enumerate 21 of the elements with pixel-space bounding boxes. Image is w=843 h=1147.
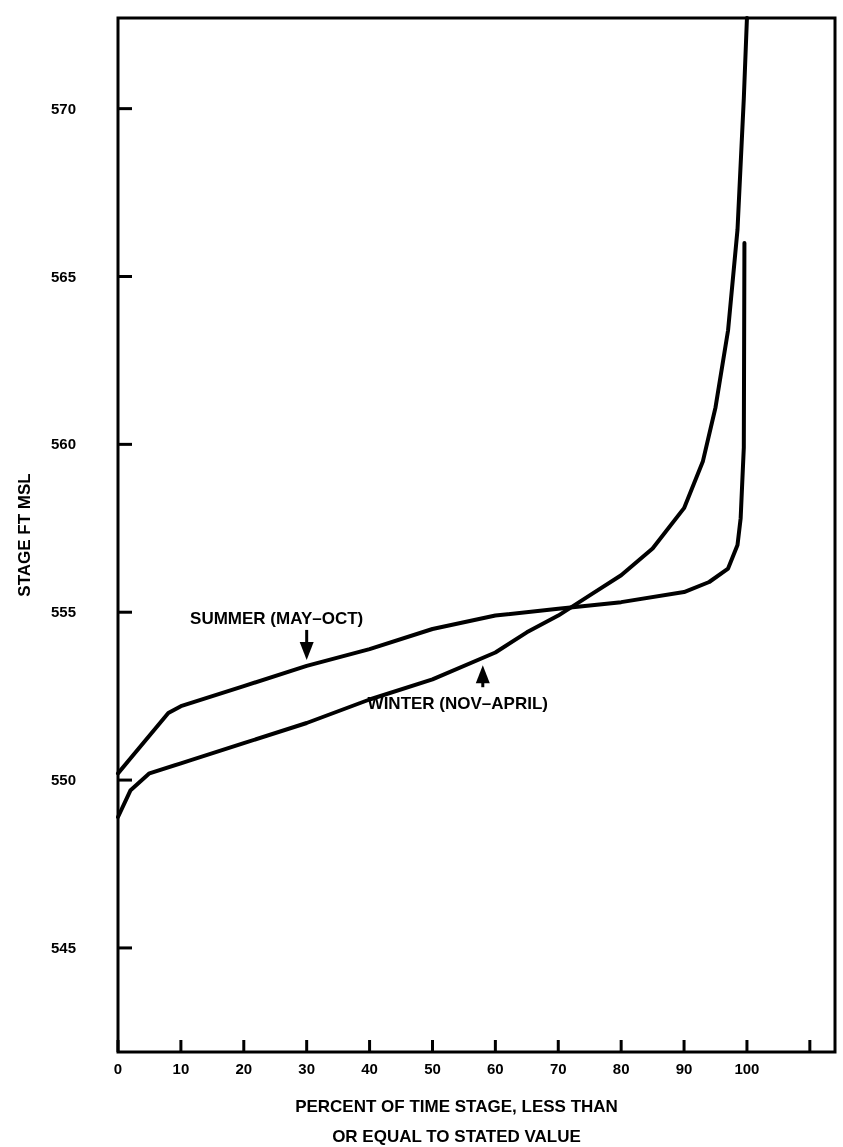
x-tick-label: 60 xyxy=(487,1060,504,1077)
annotation: SUMMER (MAY–OCT) xyxy=(190,608,364,628)
x-tick-label: 100 xyxy=(734,1060,760,1077)
y-tick-label: 565 xyxy=(50,267,76,285)
x-tick-label: 70 xyxy=(549,1060,567,1077)
y-axis-title: STAGE FT MSL xyxy=(15,473,34,597)
x-tick-label: 20 xyxy=(235,1060,253,1077)
y-tick-label: 550 xyxy=(50,771,76,789)
x-tick-label: 0 xyxy=(113,1060,123,1077)
y-tick-label: 545 xyxy=(50,938,76,956)
y-tick-label: 555 xyxy=(50,603,76,621)
y-tick-label: 570 xyxy=(50,99,76,117)
y-tick-label: 560 xyxy=(50,435,76,453)
x-tick-label: 10 xyxy=(172,1060,190,1077)
annotation: WINTER (NOV–APRIL) xyxy=(367,694,548,714)
x-tick-label: 40 xyxy=(361,1060,378,1077)
x-tick-label: 50 xyxy=(424,1060,441,1077)
x-tick-label: 30 xyxy=(298,1060,316,1077)
x-tick-label: 80 xyxy=(612,1060,630,1077)
x-axis-title: PERCENT OF TIME STAGE, LESS THAN OR EQUAL TO STATED VALUE xyxy=(295,1097,618,1146)
x-tick-label: 90 xyxy=(675,1060,693,1077)
